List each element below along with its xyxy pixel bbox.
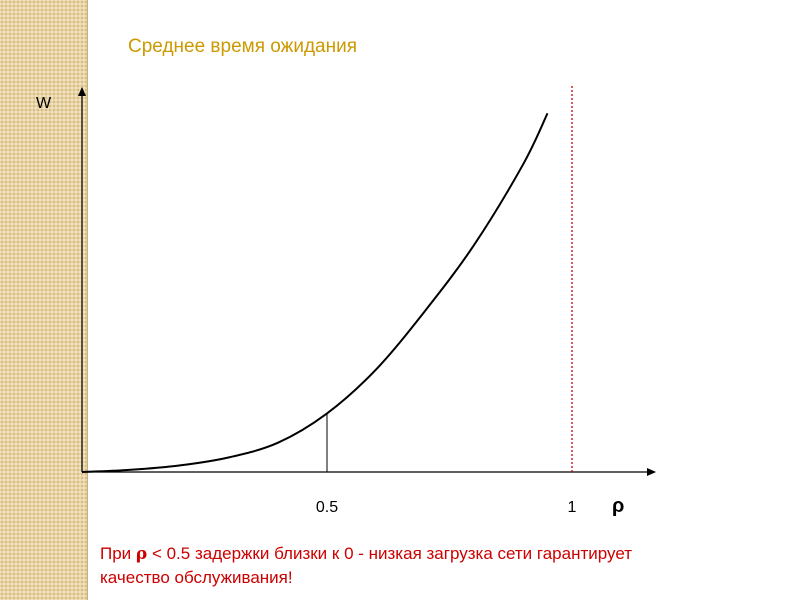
x-tick-label-0: 0.5 [316, 499, 338, 516]
footnote-prefix: При [100, 544, 132, 563]
footnote: При ρ < 0.5 задержки близки к 0 - низкая… [100, 542, 700, 589]
footnote-rho-symbol: ρ [135, 544, 148, 564]
x-axis-label: ρ [612, 495, 624, 517]
chart-title: Среднее время ожидания [128, 36, 358, 57]
footnote-text: < 0.5 задержки близки к 0 - низкая загру… [100, 544, 633, 587]
decorative-side-band [0, 0, 88, 600]
y-axis-label: W [36, 95, 52, 112]
waiting-time-curve [81, 112, 549, 473]
x-tick-label-1: 1 [568, 499, 577, 516]
